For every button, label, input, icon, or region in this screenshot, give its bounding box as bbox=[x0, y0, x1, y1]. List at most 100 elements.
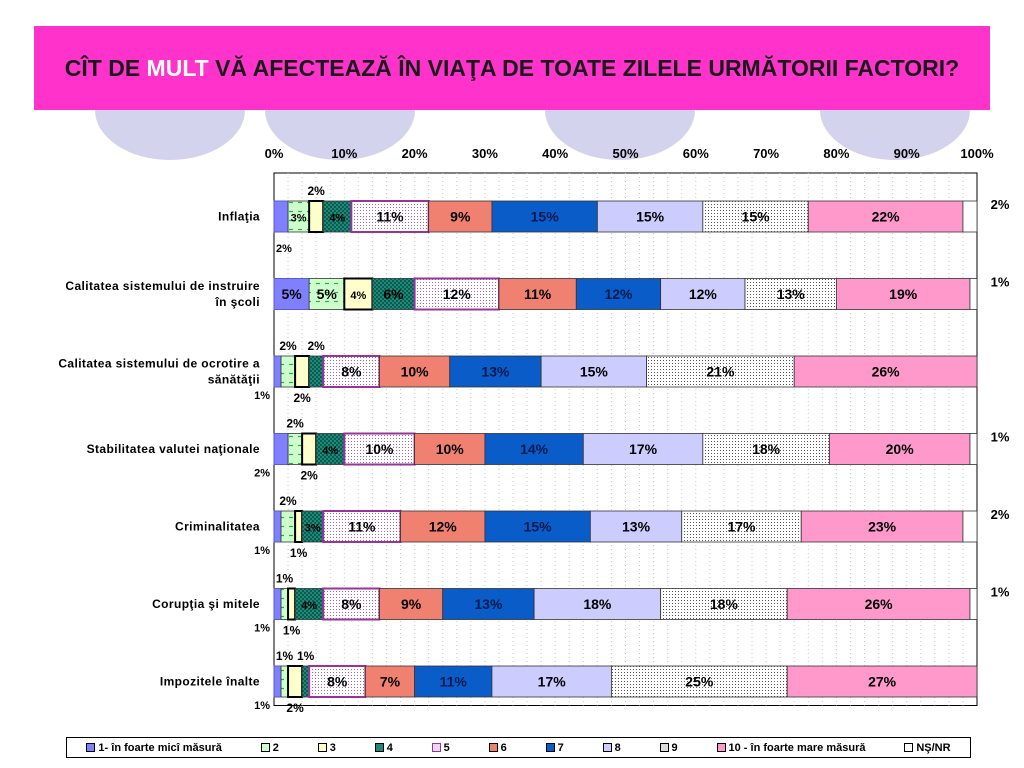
category-label: Criminalitatea bbox=[175, 520, 260, 534]
bar-segment bbox=[400, 510, 486, 543]
data-label: 17% bbox=[538, 674, 567, 690]
data-label: 1% bbox=[276, 572, 294, 586]
category-label-line: Inflaţia bbox=[218, 210, 260, 224]
bar-segment bbox=[589, 510, 683, 543]
legend-item: 1- în foarte micî măsură bbox=[86, 742, 222, 754]
legend-item: 2 bbox=[260, 742, 279, 754]
data-label: 19% bbox=[889, 286, 918, 302]
legend-label: 10 - în foarte mare măsură bbox=[728, 741, 866, 754]
bar-segment bbox=[533, 588, 662, 620]
data-label: 1% bbox=[297, 649, 315, 663]
bar-segment bbox=[449, 355, 542, 388]
x-tick-label: 20% bbox=[402, 146, 428, 161]
bar-segment bbox=[484, 510, 591, 543]
bar-segment bbox=[660, 588, 788, 620]
legend-swatch bbox=[317, 743, 327, 752]
bar-segment bbox=[273, 433, 289, 465]
bar-segment bbox=[308, 200, 325, 233]
data-label: 5% bbox=[281, 286, 302, 302]
bar-segment bbox=[491, 665, 612, 698]
bar-segment bbox=[800, 510, 964, 543]
bar-segment bbox=[280, 355, 296, 388]
data-label: 1% bbox=[254, 545, 270, 557]
data-label: 2% bbox=[279, 494, 297, 508]
data-label: 23% bbox=[868, 519, 897, 535]
data-label: 10% bbox=[365, 441, 394, 457]
bar-segment bbox=[969, 433, 978, 465]
data-label: 7% bbox=[380, 674, 401, 690]
data-label: 8% bbox=[327, 674, 348, 690]
legend-item: 10 - în foarte mare măsură bbox=[716, 741, 866, 754]
x-tick-label: 0% bbox=[265, 146, 284, 161]
bar-segment bbox=[807, 200, 964, 233]
category-label: Corupţia şi mitele bbox=[152, 597, 260, 611]
category-label: Impozitele înalte bbox=[160, 675, 260, 689]
bar-segment bbox=[702, 433, 830, 465]
title-banner: CÎT DE MULT VĂ AFECTEAZĂ ÎN VIAŢA DE TOA… bbox=[34, 26, 990, 110]
bar-segment bbox=[273, 355, 282, 388]
bar-segment bbox=[294, 510, 304, 543]
bar-segment bbox=[301, 432, 318, 466]
data-label: 27% bbox=[868, 674, 897, 690]
data-label: 2% bbox=[991, 197, 1010, 212]
data-label: 8% bbox=[341, 364, 362, 380]
data-label: 26% bbox=[872, 364, 901, 380]
data-label: 3% bbox=[305, 523, 321, 535]
legend-label: NŞ/NR bbox=[916, 741, 951, 754]
legend-label: 7 bbox=[557, 741, 564, 754]
data-label: 25% bbox=[685, 674, 714, 690]
category-label-line: Corupţia şi mitele bbox=[152, 597, 260, 611]
bar-segment bbox=[343, 432, 416, 466]
bar-segment bbox=[969, 588, 978, 620]
data-label: 9% bbox=[450, 209, 471, 225]
data-label: 11% bbox=[348, 519, 376, 535]
data-label: 4% bbox=[322, 445, 338, 457]
category-label: Calitatea sistemului de instruire în şcol… bbox=[65, 279, 260, 309]
data-label: 12% bbox=[443, 286, 472, 302]
title-highlight: MULT bbox=[146, 55, 209, 81]
data-label: 1% bbox=[290, 546, 308, 560]
data-label: 2% bbox=[276, 243, 292, 255]
bar-segment bbox=[308, 278, 345, 310]
category-label-line: Calitatea sistemului de instruire bbox=[65, 279, 260, 293]
legend-swatch bbox=[374, 743, 384, 752]
data-label: 26% bbox=[865, 596, 894, 612]
data-label: 13% bbox=[474, 596, 503, 612]
bar-segment bbox=[575, 278, 662, 310]
bar-segment bbox=[962, 200, 978, 233]
bar-segment bbox=[414, 433, 486, 465]
data-label: 1% bbox=[276, 649, 294, 663]
data-label: 5% bbox=[317, 286, 338, 302]
data-label: 1% bbox=[254, 390, 270, 402]
data-label: 2% bbox=[279, 339, 297, 353]
data-label: 18% bbox=[710, 596, 739, 612]
x-tick-label: 100% bbox=[960, 146, 994, 161]
bar-segment bbox=[596, 200, 704, 233]
bar-segment bbox=[280, 665, 289, 698]
data-label: 1% bbox=[254, 623, 270, 635]
slide-title: CÎT DE MULT VĂ AFECTEAZĂ ÎN VIAŢA DE TOA… bbox=[65, 53, 959, 83]
legend-item: 3 bbox=[317, 742, 336, 754]
bar-segment bbox=[484, 433, 584, 465]
bar-segment bbox=[273, 588, 282, 620]
bar-segment bbox=[322, 355, 381, 388]
x-tick-label: 90% bbox=[894, 146, 920, 161]
bar-segment bbox=[836, 278, 971, 310]
x-tick-label: 40% bbox=[542, 146, 568, 161]
data-label: 10% bbox=[436, 441, 465, 457]
bar-segment bbox=[287, 665, 304, 698]
data-label: 18% bbox=[752, 441, 781, 457]
bar-segment bbox=[294, 355, 311, 388]
bar-segment bbox=[969, 278, 978, 310]
data-label: 15% bbox=[580, 364, 609, 380]
category-label: Inflaţia bbox=[218, 210, 260, 224]
bar-segment bbox=[308, 355, 324, 388]
data-label: 3% bbox=[291, 213, 307, 225]
bar-segment bbox=[364, 665, 416, 698]
data-label: 13% bbox=[622, 519, 651, 535]
x-tick-label: 50% bbox=[612, 146, 638, 161]
data-label: 11% bbox=[524, 286, 552, 302]
legend-label: 1- în foarte micî măsură bbox=[98, 741, 222, 754]
bar-segment bbox=[350, 200, 430, 233]
